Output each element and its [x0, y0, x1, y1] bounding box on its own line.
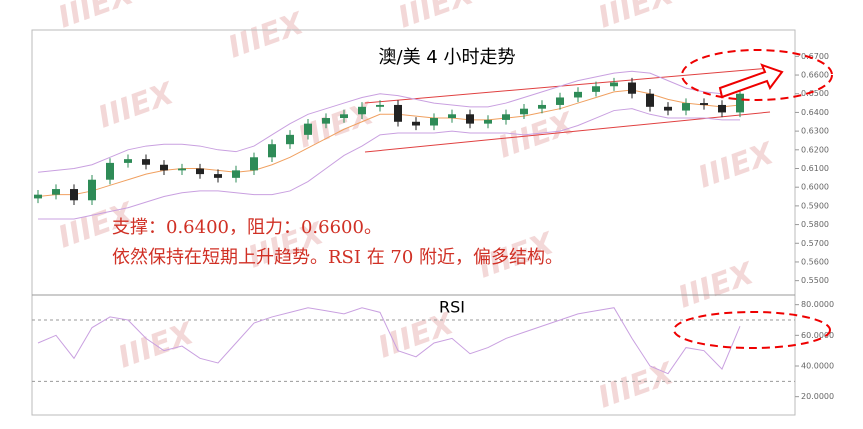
- watermark: IIIEX: [94, 76, 180, 136]
- y-tick-label: 0.6500: [801, 89, 829, 98]
- candle-body: [376, 104, 384, 107]
- candle-body: [286, 134, 294, 145]
- y-tick-label: 0.6200: [801, 145, 829, 154]
- y-tick-label: 0.6600: [801, 71, 829, 80]
- candle-body: [124, 159, 132, 163]
- candle-body: [322, 118, 330, 124]
- trend-line: [364, 67, 771, 104]
- annotation: 支撑：0.6400，阻力：0.6600。: [112, 217, 382, 238]
- indicator-line: [37, 89, 741, 198]
- candle-body: [466, 114, 474, 124]
- y-tick-label: 0.5500: [801, 276, 829, 285]
- watermark: IIIEX: [594, 356, 680, 416]
- watermark: IIIEX: [694, 136, 780, 196]
- candle-body: [70, 189, 78, 201]
- candle-body: [646, 93, 654, 107]
- candle-body: [214, 174, 222, 178]
- highlight-ellipse: [673, 311, 831, 349]
- candle-body: [142, 159, 150, 165]
- y-tick-label: 0.6000: [801, 183, 829, 192]
- candle-body: [340, 114, 348, 119]
- candle-body: [268, 144, 276, 158]
- candle-body: [52, 189, 60, 195]
- y-tick-label: 0.5900: [801, 201, 829, 210]
- candle-body: [628, 82, 636, 94]
- y-tick-label: 0.6400: [801, 108, 829, 117]
- candle-body: [304, 123, 312, 135]
- trend-line: [364, 111, 771, 153]
- candle-body: [358, 106, 366, 115]
- candle-body: [178, 168, 186, 171]
- candle-body: [736, 93, 744, 113]
- candle-body: [106, 162, 114, 180]
- candle-body: [700, 103, 708, 105]
- y-tick-label: 60.0000: [801, 331, 834, 340]
- candle-body: [610, 82, 618, 87]
- y-tick-label: 0.5700: [801, 239, 829, 248]
- candle-body: [718, 104, 726, 113]
- y-tick-label: 0.5600: [801, 257, 829, 266]
- candle-body: [160, 164, 168, 171]
- candle-body: [592, 86, 600, 92]
- candle-body: [574, 91, 582, 98]
- y-tick-label: 0.6700: [801, 52, 829, 61]
- candle-body: [502, 114, 510, 120]
- candle-body: [430, 118, 438, 126]
- highlight-ellipse: [681, 49, 833, 101]
- annotation: 依然保持在短期上升趋势。RSI 在 70 附近，偏多结构。: [112, 247, 563, 268]
- y-tick-label: 0.6300: [801, 127, 829, 136]
- watermark: IIIEX: [674, 256, 760, 316]
- indicator-line: [37, 70, 741, 173]
- candle-body: [34, 194, 42, 199]
- y-tick-label: 40.0000: [801, 362, 834, 371]
- watermark: IIIEX: [224, 6, 310, 66]
- rsi-line: [37, 307, 741, 375]
- y-tick-label: 0.6100: [801, 164, 829, 173]
- y-tick-label: 80.0000: [801, 300, 834, 309]
- indicator-line: [38, 108, 740, 220]
- candle-body: [88, 179, 96, 201]
- arrow: [718, 63, 784, 99]
- candle-body: [232, 170, 240, 178]
- candle-body: [196, 168, 204, 175]
- chart-title: 澳/美 4 小时走势: [379, 47, 516, 68]
- candle-body: [412, 121, 420, 126]
- candle-body: [664, 106, 672, 111]
- candle-body: [484, 119, 492, 124]
- plot-frame: [31, 29, 796, 416]
- y-tick-label: 20.0000: [801, 392, 834, 401]
- candle-body: [682, 103, 690, 111]
- candle-body: [394, 104, 402, 122]
- candle-body: [538, 104, 546, 109]
- candle-body: [448, 114, 456, 119]
- y-tick-label: 0.5800: [801, 220, 829, 229]
- rsi-label: RSI: [439, 298, 465, 317]
- candle-body: [250, 157, 258, 171]
- candle-body: [520, 108, 528, 115]
- candle-body: [556, 97, 564, 105]
